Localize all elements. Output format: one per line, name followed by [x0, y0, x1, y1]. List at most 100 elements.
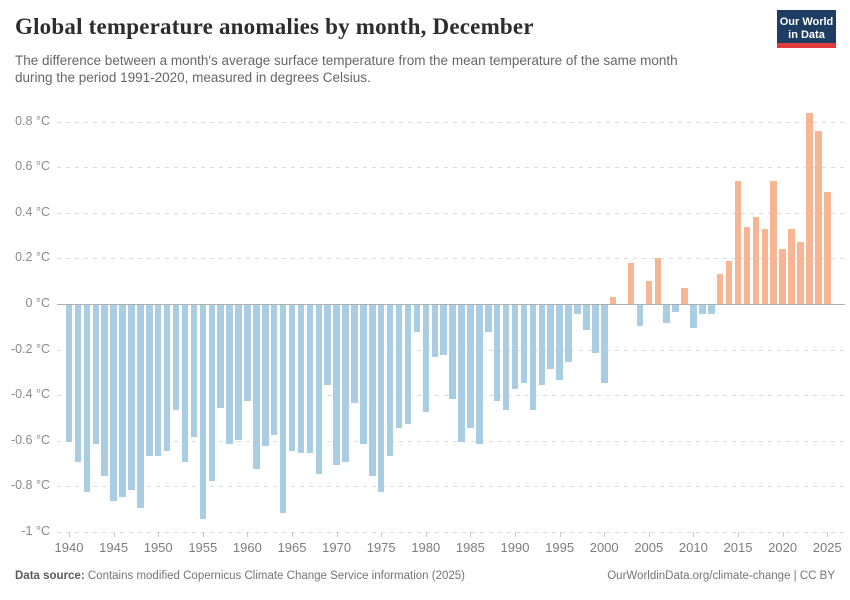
y-axis-tick-label: 0.4 °C [15, 204, 50, 219]
bar-1950[interactable] [154, 305, 162, 456]
bar-1962[interactable] [262, 305, 269, 447]
x-axis-tick [648, 532, 650, 537]
bar-1981[interactable] [431, 305, 438, 358]
bar-1954[interactable] [190, 305, 198, 438]
bar-1951[interactable] [163, 305, 171, 451]
bar-1990[interactable] [511, 305, 519, 390]
bar-1998[interactable] [583, 305, 590, 331]
bar-2017[interactable] [752, 217, 760, 304]
bar-1971[interactable] [342, 305, 349, 463]
bar-1966[interactable] [297, 305, 305, 454]
bar-1969[interactable] [324, 305, 331, 385]
bar-1959[interactable] [235, 305, 242, 440]
bar-1980[interactable] [422, 305, 430, 413]
bar-2013[interactable] [716, 274, 724, 304]
bar-2021[interactable] [788, 228, 795, 304]
y-axis-tick-label: 0.8 °C [15, 113, 50, 128]
x-axis-tick [827, 532, 829, 537]
bar-1984[interactable] [458, 305, 465, 442]
bar-2014[interactable] [725, 260, 733, 304]
owid-link[interactable]: OurWorldinData.org/climate-change | CC B… [607, 570, 835, 582]
bar-1963[interactable] [270, 305, 278, 435]
owid-logo[interactable]: Our World in Data [777, 10, 836, 48]
bar-2025[interactable] [824, 192, 831, 304]
bar-1958[interactable] [226, 305, 233, 445]
bar-1945[interactable] [110, 305, 117, 502]
bar-1943[interactable] [92, 305, 99, 445]
bar-1956[interactable] [208, 305, 215, 481]
bar-1978[interactable] [404, 305, 412, 424]
bar-1994[interactable] [547, 305, 554, 369]
bar-1964[interactable] [279, 305, 287, 513]
bar-1961[interactable] [253, 305, 260, 470]
bar-2015[interactable] [734, 180, 742, 304]
bar-1991[interactable] [520, 305, 528, 383]
bar-2018[interactable] [761, 228, 768, 304]
bar-1976[interactable] [386, 305, 394, 456]
y-axis-tick-label: -0.4 °C [10, 387, 50, 402]
bar-1987[interactable] [485, 305, 492, 333]
bar-1941[interactable] [74, 305, 82, 463]
bar-1977[interactable] [395, 305, 403, 429]
bar-1968[interactable] [315, 305, 322, 474]
x-axis-tick-label: 1990 [500, 540, 530, 555]
bar-1993[interactable] [538, 305, 545, 385]
bar-1988[interactable] [493, 305, 501, 401]
bar-2003[interactable] [627, 263, 635, 304]
gridline [57, 258, 845, 260]
bar-2004[interactable] [636, 305, 644, 326]
bar-2005[interactable] [645, 281, 652, 304]
bar-1982[interactable] [440, 305, 447, 356]
bar-1972[interactable] [351, 305, 358, 403]
bar-1989[interactable] [502, 305, 510, 410]
bar-1996[interactable] [565, 305, 572, 362]
bar-1953[interactable] [181, 305, 189, 463]
bar-1946[interactable] [119, 305, 126, 497]
bar-1967[interactable] [306, 305, 314, 454]
bar-1957[interactable] [217, 305, 224, 408]
bar-1970[interactable] [333, 305, 340, 465]
gridline [57, 440, 845, 442]
owid-logo-line1: Our World [779, 16, 834, 28]
bar-2011[interactable] [699, 305, 706, 315]
bar-1997[interactable] [574, 305, 581, 315]
bar-1942[interactable] [83, 305, 91, 492]
bar-2000[interactable] [601, 305, 608, 383]
x-axis-tick-label: 2020 [768, 540, 798, 555]
bar-1979[interactable] [413, 305, 421, 333]
bar-2016[interactable] [743, 226, 751, 304]
bar-2009[interactable] [681, 288, 688, 304]
bar-2007[interactable] [663, 305, 670, 324]
bar-1975[interactable] [377, 305, 385, 492]
bar-1985[interactable] [467, 305, 474, 429]
bar-1952[interactable] [172, 305, 180, 410]
bar-1986[interactable] [476, 305, 483, 445]
bar-2010[interactable] [690, 305, 697, 328]
bar-1995[interactable] [556, 305, 563, 381]
bar-2024[interactable] [815, 130, 822, 304]
bar-1955[interactable] [199, 305, 207, 520]
bar-1949[interactable] [146, 305, 153, 456]
x-axis-tick-label: 1940 [54, 540, 84, 555]
bar-2008[interactable] [672, 305, 679, 312]
bar-1947[interactable] [128, 305, 135, 490]
bar-2012[interactable] [708, 305, 715, 315]
bar-2022[interactable] [797, 242, 804, 304]
x-axis-tick-label: 2010 [678, 540, 708, 555]
bar-1948[interactable] [137, 305, 144, 508]
bar-1960[interactable] [244, 305, 251, 401]
x-axis-tick-label: 2000 [589, 540, 619, 555]
bar-2019[interactable] [770, 180, 777, 304]
bar-1965[interactable] [288, 305, 296, 451]
bar-1944[interactable] [101, 305, 108, 476]
bar-1973[interactable] [360, 305, 367, 445]
bar-1999[interactable] [592, 305, 599, 353]
bar-2023[interactable] [806, 112, 813, 304]
bar-1983[interactable] [449, 305, 456, 399]
bar-1974[interactable] [369, 305, 376, 476]
bar-2001[interactable] [609, 297, 617, 304]
bar-2006[interactable] [654, 258, 661, 304]
bar-2020[interactable] [779, 249, 786, 304]
bar-1940[interactable] [65, 305, 73, 442]
bar-1992[interactable] [529, 305, 537, 410]
